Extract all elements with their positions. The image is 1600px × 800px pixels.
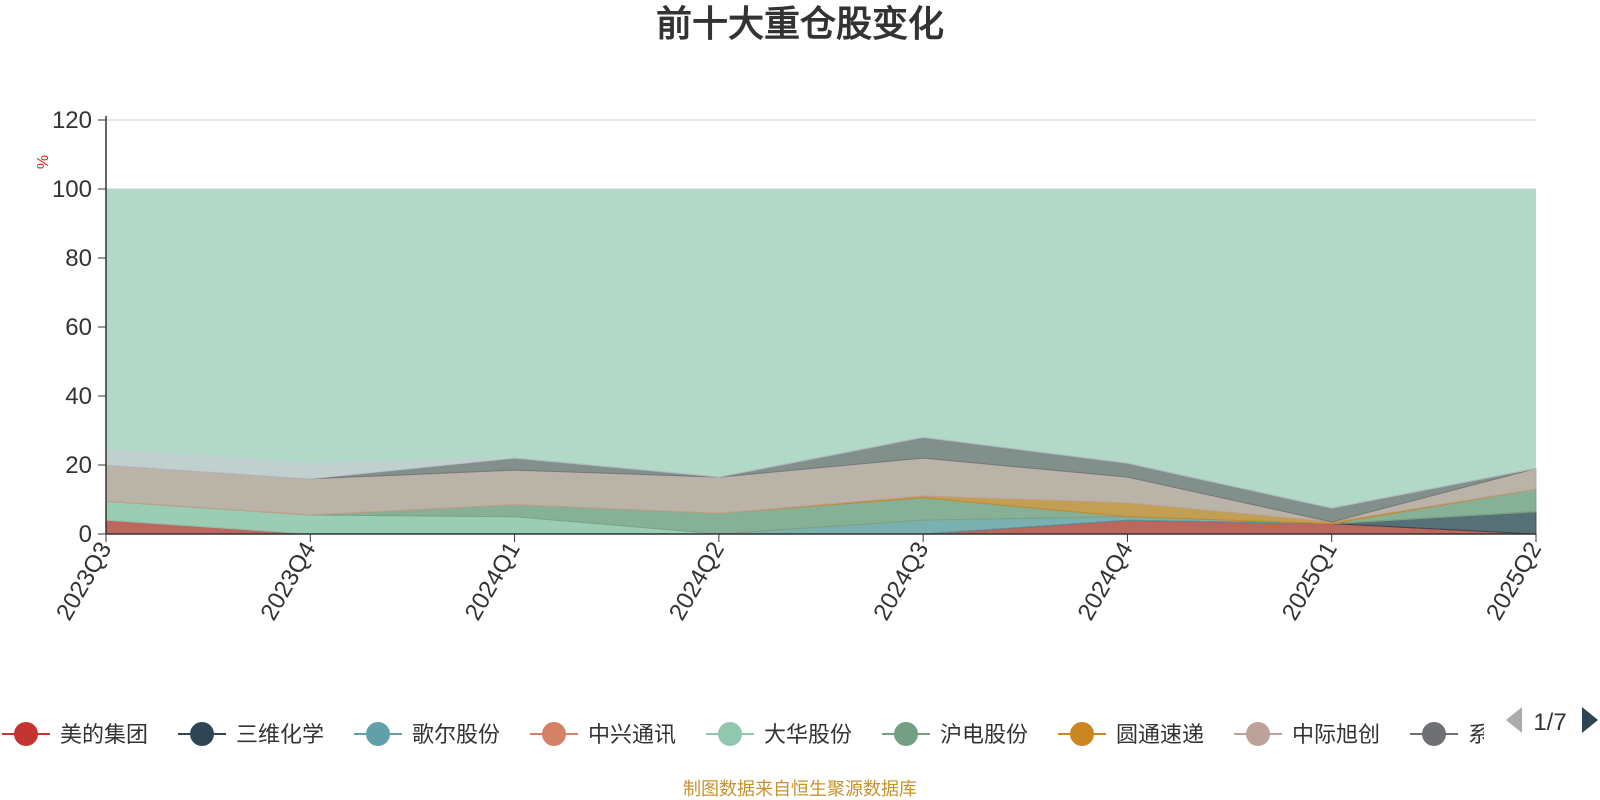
x-tick-label: 2024Q3 [868,538,934,625]
x-tick-label: 2025Q2 [1481,538,1547,625]
legend-item[interactable]: 系列9 [1410,722,1526,748]
legend-items: 美的集团 三维化学 歌尔股份 中兴通讯 大华股份 沪电股份 圆通速递 中际旭创 系列9 系列10 [2,722,1600,748]
source-note: 制图数据来自恒生聚源数据库 [683,779,917,800]
y-tick-label: 0 [79,521,92,548]
x-tick-label: 2023Q4 [255,538,321,625]
y-tick-label: 40 [65,383,92,410]
legend-item[interactable]: 中兴通讯 [530,722,676,748]
y-tick-label: 80 [65,245,92,272]
legend-item[interactable]: 圆通速递 [1058,722,1204,748]
legend-marker-icon [14,722,38,746]
y-tick-label: 100 [52,176,92,203]
legend-label: 沪电股份 [940,723,1028,748]
legend-next-icon[interactable] [1582,707,1598,733]
legend-item[interactable]: 三维化学 [178,722,324,748]
legend-marker-icon [894,722,918,746]
legend-label: 大华股份 [764,723,852,748]
legend-label: 中兴通讯 [588,723,676,748]
y-tick-label: 60 [65,314,92,341]
area-系列10 [105,436,1537,509]
legend-item[interactable]: 中际旭创 [1234,722,1380,748]
x-tick-label: 2023Q3 [51,538,117,625]
legend-item[interactable]: 歌尔股份 [354,722,500,748]
y-axis-unit: % [35,155,52,169]
legend-item[interactable]: 大华股份 [706,722,852,748]
legend-marker-icon [1070,722,1094,746]
legend-label: 三维化学 [236,723,324,748]
legend-marker-icon [190,722,214,746]
legend-marker-icon [366,722,390,746]
y-tick-label: 120 [52,107,92,134]
legend-prev-icon[interactable] [1506,707,1522,733]
legend-label: 美的集团 [60,723,148,748]
x-tick-label: 2024Q2 [664,538,730,625]
legend-marker-icon [718,722,742,746]
legend-marker-icon [1246,722,1270,746]
legend-pager: 1/7 [1506,707,1598,736]
area-series [105,189,1537,535]
legend-item[interactable]: 美的集团 [2,722,148,748]
x-tick-label: 2025Q1 [1277,538,1343,625]
legend: 美的集团 三维化学 歌尔股份 中兴通讯 大华股份 沪电股份 圆通速递 中际旭创 系列9 系列10 [2,722,1600,748]
legend-label: 圆通速递 [1116,723,1204,748]
chart-title: 前十大重仓股变化 [656,3,944,45]
legend-marker-icon [542,722,566,746]
y-tick-label: 20 [65,452,92,479]
legend-item[interactable]: 系列10 [1562,722,1600,748]
legend-page-indicator: 1/7 [1533,709,1566,736]
legend-label: 系列9 [1468,723,1526,748]
remainder-area [106,189,1536,534]
x-tick-label: 2024Q1 [460,538,526,625]
legend-item[interactable]: 沪电股份 [882,722,1028,748]
legend-label: 歌尔股份 [412,723,500,748]
x-tick-label: 2024Q4 [1073,538,1139,625]
legend-label: 中际旭创 [1292,723,1380,748]
legend-marker-icon [1422,722,1446,746]
